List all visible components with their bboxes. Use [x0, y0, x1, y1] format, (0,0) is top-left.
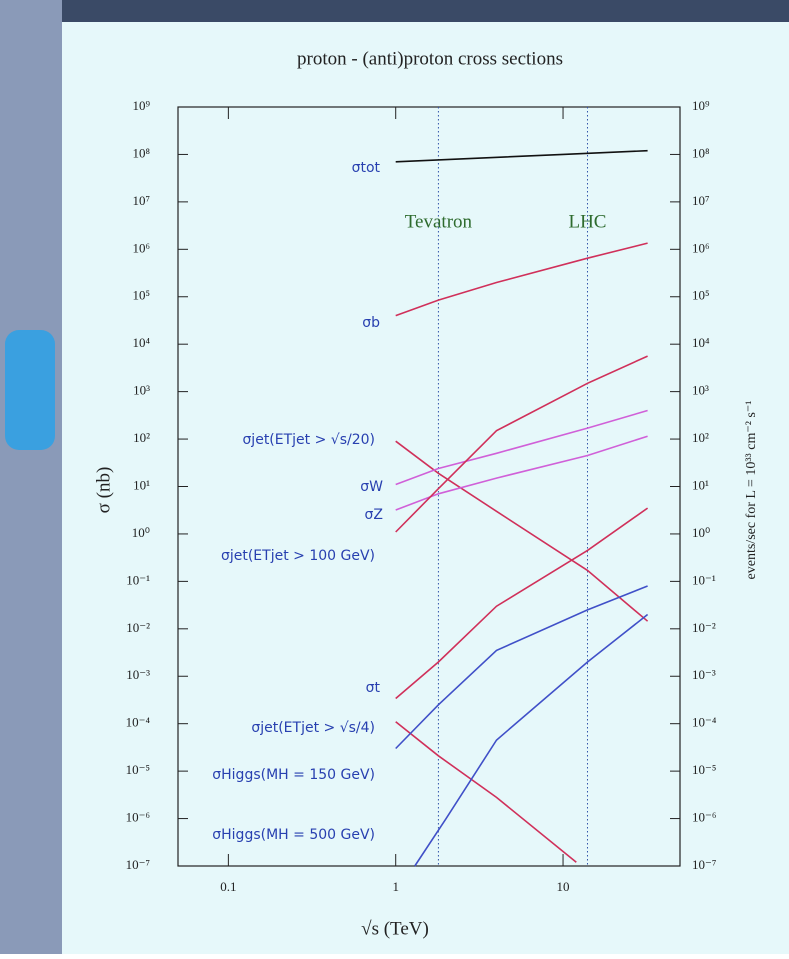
- collider-label: Tevatron: [405, 211, 473, 232]
- y2-tick-label: 10⁻⁴: [692, 715, 717, 730]
- y-tick-label: 10⁻⁶: [126, 810, 150, 825]
- y2-tick-label: 10⁶: [692, 240, 710, 255]
- y2-tick-label: 10¹: [692, 477, 709, 492]
- x-tick-label: 0.1: [220, 879, 236, 894]
- x-axis-title: √s (TeV): [361, 918, 429, 939]
- x-tick-label: 10: [557, 879, 570, 894]
- y2-tick-label: 10⁹: [692, 98, 710, 113]
- series-label: σHiggs(MH = 500 GeV): [212, 827, 375, 843]
- y2-tick-label: 10⁻⁶: [692, 810, 716, 825]
- y2-tick-label: 10⁻¹: [692, 572, 716, 587]
- y2-tick-label: 10⁻²: [692, 620, 716, 635]
- y-tick-label: 10⁸: [132, 145, 150, 160]
- y2-tick-label: 10⁰: [692, 525, 710, 540]
- y-tick-label: 10⁻³: [126, 667, 150, 682]
- y2-tick-label: 10⁸: [692, 145, 710, 160]
- series-label: σW: [360, 479, 383, 495]
- y-tick-label: 10¹: [133, 477, 150, 492]
- series-label: σb: [362, 315, 380, 331]
- y-tick-label: 10²: [133, 430, 150, 445]
- y2-tick-label: 10⁻⁵: [692, 762, 716, 777]
- y-tick-label: 10⁹: [132, 98, 150, 113]
- y-tick-label: 10⁴: [132, 335, 150, 350]
- y-tick-label: 10⁻⁵: [126, 762, 150, 777]
- chart: proton - (anti)proton cross sections √s …: [0, 0, 789, 954]
- y2-tick-label: 10⁵: [692, 288, 710, 303]
- y-tick-label: 10⁶: [132, 240, 150, 255]
- series-label: σt: [366, 680, 381, 696]
- y2-tick-label: 10³: [692, 383, 709, 398]
- x-tick-label: 1: [392, 879, 399, 894]
- y-tick-label: 10⁻¹: [126, 572, 150, 587]
- y2-tick-label: 10⁷: [692, 193, 710, 208]
- chart-title: proton - (anti)proton cross sections: [297, 48, 563, 69]
- series-label: σjet(ETjet > √s/20): [242, 432, 375, 448]
- page: {"chart_data": {"type": "line", "title":…: [0, 0, 789, 954]
- series-label: σjet(ETjet > √s/4): [251, 720, 375, 736]
- collider-label: LHC: [568, 211, 606, 232]
- photo-detail: [5, 330, 55, 450]
- photo-strip: [0, 0, 62, 954]
- y2-axis-title: events/sec for L = 10³³ cm⁻² s⁻¹: [744, 401, 759, 580]
- series-label: σtot: [352, 160, 381, 176]
- y-tick-label: 10⁻⁴: [126, 715, 151, 730]
- y-tick-label: 10⁷: [132, 193, 150, 208]
- series-label: σZ: [365, 507, 383, 523]
- y-tick-label: 10⁵: [132, 288, 150, 303]
- y-tick-label: 10⁻²: [126, 620, 150, 635]
- series-label: σjet(ETjet > 100 GeV): [221, 548, 375, 564]
- y-tick-label: 10⁰: [132, 525, 150, 540]
- y2-tick-label: 10⁻³: [692, 667, 716, 682]
- y-axis-title: σ (nb): [93, 467, 114, 514]
- y2-tick-label: 10⁴: [692, 335, 710, 350]
- y2-tick-label: 10⁻⁷: [692, 857, 716, 872]
- y-tick-label: 10⁻⁷: [126, 857, 150, 872]
- series-label: σHiggs(MH = 150 GeV): [212, 767, 375, 783]
- y-tick-label: 10³: [133, 383, 150, 398]
- y2-tick-label: 10²: [692, 430, 709, 445]
